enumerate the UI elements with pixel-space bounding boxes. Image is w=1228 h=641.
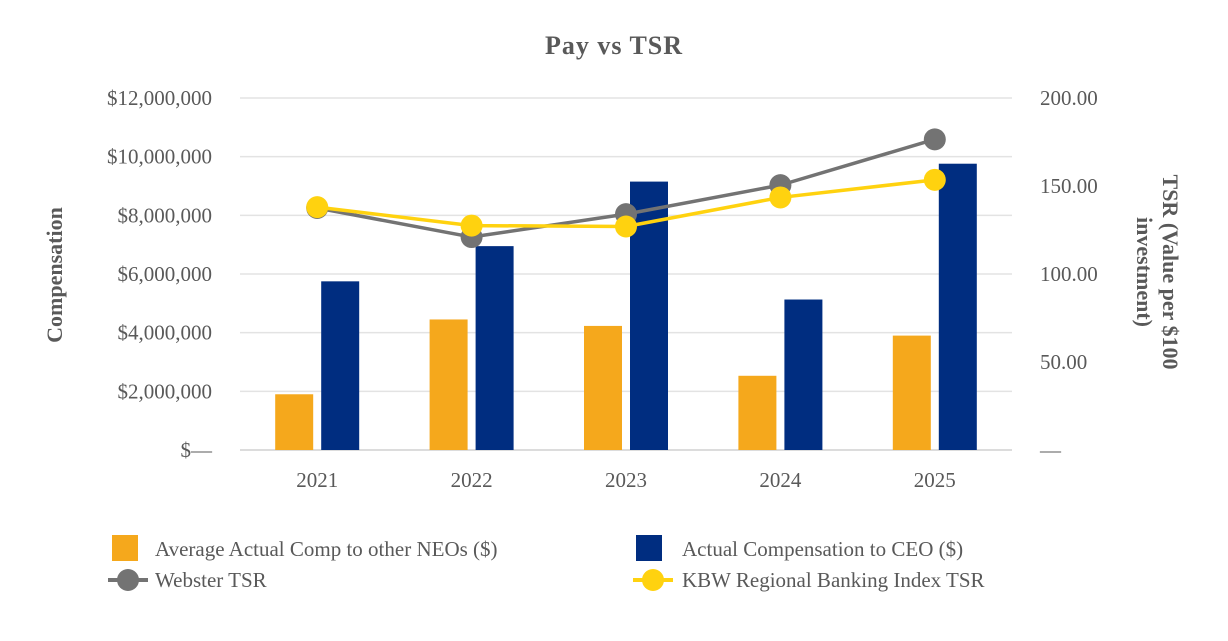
legend: Average Actual Comp to other NEOs ($) Ac… xyxy=(108,535,985,592)
lines xyxy=(306,128,946,249)
right-tick-label: 50.00 xyxy=(1040,350,1087,374)
legend-label-webster: Webster TSR xyxy=(155,568,267,592)
left-tick-label: $6,000,000 xyxy=(118,262,213,286)
chart-title: Pay vs TSR xyxy=(545,31,683,60)
x-tick-label: 2021 xyxy=(296,468,338,492)
left-axis-title: Compensation xyxy=(42,207,67,343)
marker-kbw-tsr xyxy=(460,214,483,237)
right-tick-label: 200.00 xyxy=(1040,86,1098,110)
left-tick-label: $4,000,000 xyxy=(118,321,213,345)
bar-ceo xyxy=(938,163,977,450)
bar-ceo xyxy=(784,299,823,450)
bar-ceo xyxy=(321,281,360,450)
right-tick-label: 100.00 xyxy=(1040,262,1098,286)
x-tick-label: 2024 xyxy=(759,468,802,492)
legend-label-neo: Average Actual Comp to other NEOs ($) xyxy=(155,537,498,561)
bar-neo xyxy=(275,394,314,450)
marker-kbw-tsr xyxy=(923,168,946,191)
left-tick-label: $10,000,000 xyxy=(107,145,212,169)
marker-webster-tsr xyxy=(923,128,946,151)
right-axis-ticks: — 50.00 100.00 150.00 200.00 xyxy=(1039,86,1098,462)
bar-neo xyxy=(429,319,468,450)
right-axis-title-line1: TSR (Value per $100 xyxy=(1158,175,1183,370)
bar-neo xyxy=(738,375,777,450)
legend-marker-webster xyxy=(117,569,139,591)
legend-swatch-neo xyxy=(112,535,138,561)
left-tick-label: $2,000,000 xyxy=(118,379,213,403)
legend-label-kbw: KBW Regional Banking Index TSR xyxy=(682,568,985,592)
marker-kbw-tsr xyxy=(615,215,637,238)
bar-neo xyxy=(892,335,931,450)
x-tick-label: 2022 xyxy=(451,468,493,492)
left-tick-label: $— xyxy=(181,438,214,462)
bar-ceo xyxy=(475,246,514,450)
x-tick-label: 2025 xyxy=(914,468,956,492)
right-tick-label: — xyxy=(1039,438,1062,462)
left-tick-label: $12,000,000 xyxy=(107,86,212,110)
legend-swatch-ceo xyxy=(636,535,662,561)
bars xyxy=(275,163,977,450)
right-axis-title-line2: investment) xyxy=(1132,217,1157,327)
left-axis-ticks: $— $2,000,000 $4,000,000 $6,000,000 $8,000,0… xyxy=(107,86,213,462)
marker-kbw-tsr xyxy=(306,196,329,219)
legend-marker-kbw xyxy=(642,569,664,591)
left-tick-label: $8,000,000 xyxy=(118,203,213,227)
x-tick-label: 2023 xyxy=(605,468,647,492)
x-axis-ticks: 2021 2022 2023 2024 2025 xyxy=(296,468,956,492)
marker-kbw-tsr xyxy=(769,186,792,209)
legend-label-ceo: Actual Compensation to CEO ($) xyxy=(682,537,963,561)
right-tick-label: 150.00 xyxy=(1040,174,1098,198)
bar-neo xyxy=(584,325,622,450)
